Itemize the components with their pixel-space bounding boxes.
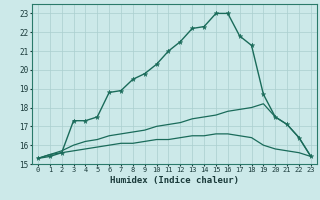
- X-axis label: Humidex (Indice chaleur): Humidex (Indice chaleur): [110, 176, 239, 185]
